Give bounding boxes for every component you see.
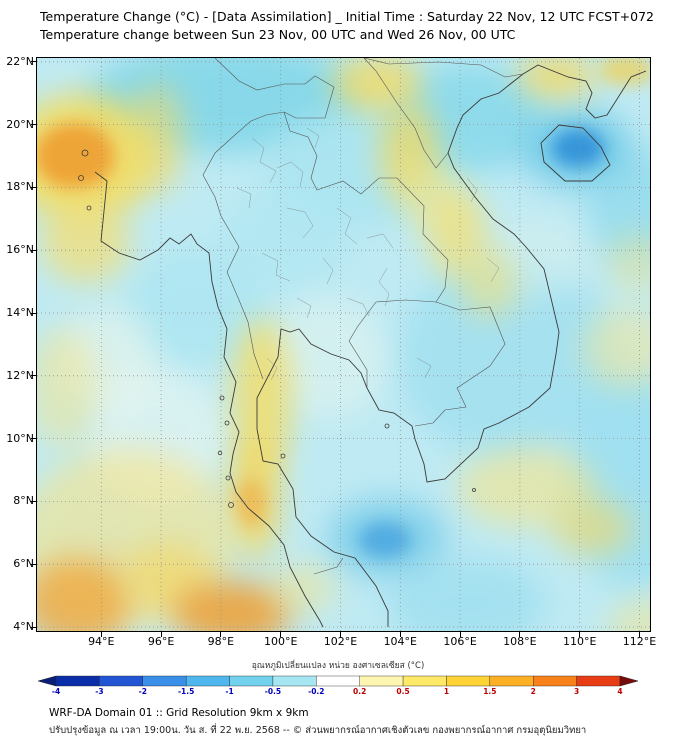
lon-tick — [160, 632, 162, 637]
lon-tick — [579, 632, 581, 637]
lon-tick — [639, 632, 640, 637]
temperature-field — [37, 58, 650, 631]
footer-line-1: WRF-DA Domain 01 :: Grid Resolution 9km … — [49, 707, 309, 719]
colorbar — [37, 672, 639, 687]
lat-label: 16°N — [6, 243, 34, 257]
lon-tick — [100, 632, 102, 637]
lat-tick — [31, 438, 36, 440]
lat-tick — [31, 500, 36, 502]
colorbar-tick-label: -0.5 — [264, 687, 282, 696]
lon-tick — [340, 632, 341, 637]
colorbar-tick-label: 0.5 — [396, 687, 410, 696]
colorbar-tick-label: 3 — [574, 687, 580, 696]
colorbar-tick-label: 2 — [530, 687, 536, 696]
lon-label: 112°E — [622, 635, 657, 648]
lon-label: 96°E — [147, 635, 175, 648]
lon-label: 108°E — [503, 635, 537, 648]
lat-label: 8°N — [13, 494, 34, 508]
title-line-1: Temperature Change (°C) - [Data Assimila… — [40, 9, 655, 24]
map-frame — [36, 57, 651, 632]
lat-label: 4°N — [13, 620, 34, 633]
lon-tick — [519, 632, 521, 637]
lat-label: 6°N — [13, 557, 34, 571]
lon-tick — [459, 632, 461, 637]
lon-label: 106°E — [443, 635, 477, 648]
title-line-2: Temperature change between Sun 23 Nov, 0… — [40, 27, 516, 42]
lat-tick — [31, 61, 36, 63]
lat-label: 18°N — [6, 180, 34, 194]
lon-label: 110°E — [562, 635, 597, 648]
lat-tick — [31, 626, 36, 628]
lat-tick — [31, 249, 36, 251]
lat-label: 12°N — [6, 368, 34, 382]
footer-line-2: ปรับปรุงข้อมูล ณ เวลา 19:00น. วัน ส. ที่… — [49, 725, 587, 736]
lon-label: 98°E — [207, 635, 235, 648]
lat-label: 14°N — [6, 306, 34, 319]
colorbar-tick-label: 1 — [443, 687, 450, 696]
lat-tick — [31, 186, 36, 188]
lat-label: 10°N — [6, 431, 34, 445]
colorbar-tick-label: -2 — [138, 687, 147, 696]
lat-label: 22°N — [6, 54, 34, 68]
lat-label: 20°N — [6, 117, 34, 131]
lat-tick — [31, 312, 36, 314]
lon-label: 104°E — [383, 635, 418, 648]
map-plot — [37, 58, 650, 631]
colorbar-tick-label: -1 — [225, 687, 234, 696]
lat-tick — [31, 124, 36, 126]
colorbar-tick-label: -1.5 — [177, 687, 195, 696]
lon-tick — [280, 632, 282, 637]
lon-label: 94°E — [88, 635, 115, 648]
colorbar-tick-label: -4 — [51, 687, 61, 696]
colorbar-tick-label: -3 — [95, 687, 104, 696]
lon-label: 100°E — [263, 635, 298, 648]
lon-label: 102°E — [323, 635, 358, 648]
coastlines-borders — [78, 58, 647, 628]
colorbar-tick-label: 1.5 — [483, 687, 497, 696]
lon-tick — [399, 632, 401, 637]
colorbar-tick-label: -0.2 — [308, 687, 325, 696]
lat-tick — [31, 375, 36, 377]
header: Temperature Change (°C) - [Data Assimila… — [40, 8, 654, 44]
colorbar-gradient — [37, 675, 639, 687]
lon-tick — [220, 632, 222, 637]
colorbar-tick-label: 0.2 — [353, 687, 367, 696]
lat-tick — [31, 563, 36, 565]
colorbar-title: อุณหภูมิเปลี่ยนแปลง หน่วย องศาเซลเซียส (… — [251, 661, 425, 671]
colorbar-tick-label: 4 — [617, 687, 623, 696]
